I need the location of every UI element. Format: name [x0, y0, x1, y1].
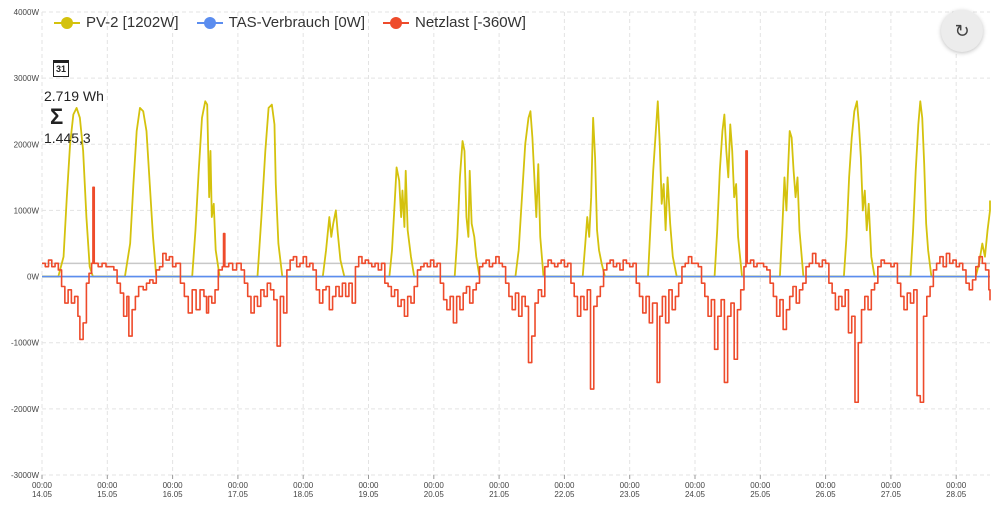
- y-tick-label: 2000W: [14, 140, 40, 149]
- legend-label-pv: PV-2 [1202W]: [86, 14, 179, 31]
- x-tick-label-time: 00:00: [163, 481, 184, 490]
- legend-label-tas: TAS-Verbrauch [0W]: [228, 14, 365, 31]
- y-tick-label: 1000W: [14, 206, 40, 215]
- x-tick-label-time: 00:00: [293, 481, 314, 490]
- x-tick-label-time: 00:00: [97, 481, 118, 490]
- legend-item-pv[interactable]: PV-2 [1202W]: [54, 14, 179, 31]
- x-tick-label-date: 16.05: [163, 490, 184, 499]
- x-tick-label-time: 00:00: [228, 481, 249, 490]
- x-tick-label-time: 00:00: [489, 481, 510, 490]
- y-tick-label: -1000W: [11, 339, 39, 348]
- x-tick-label-date: 18.05: [293, 490, 314, 499]
- x-tick-label-date: 23.05: [620, 490, 641, 499]
- legend-item-netz[interactable]: Netzlast [-360W]: [383, 14, 526, 31]
- x-tick-label-date: 17.05: [228, 490, 249, 499]
- x-tick-label-date: 14.05: [32, 490, 53, 499]
- x-tick-label-time: 00:00: [816, 481, 837, 490]
- y-tick-label: 0W: [27, 273, 39, 282]
- x-tick-label-date: 26.05: [816, 490, 837, 499]
- x-tick-label-time: 00:00: [881, 481, 902, 490]
- calendar-icon[interactable]: 31: [53, 60, 69, 77]
- y-tick-label: 4000W: [14, 8, 40, 17]
- series-layer: [42, 100, 991, 404]
- series-line-netz: [42, 150, 991, 404]
- y-axis-ticks: 4000W 3000W 2000W 1000W 0W -1000W -2000W -3000W: [11, 8, 39, 480]
- x-tick-label-time: 00:00: [554, 481, 575, 490]
- refresh-icon: ↻: [954, 20, 970, 41]
- energy-value: 2.719 Wh: [44, 88, 104, 104]
- x-tick-label-date: 27.05: [881, 490, 902, 499]
- x-tick-label-time: 00:00: [424, 481, 445, 490]
- refresh-button[interactable]: ↻: [941, 10, 983, 52]
- y-tick-label: 3000W: [14, 74, 40, 83]
- x-tick-label-date: 24.05: [685, 490, 706, 499]
- legend-item-tas[interactable]: TAS-Verbrauch [0W]: [196, 14, 365, 31]
- x-tick-label-time: 00:00: [32, 481, 53, 490]
- grid-lines: [41, 11, 990, 479]
- x-tick-label-time: 00:00: [750, 481, 771, 490]
- legend-label-netz: Netzlast [-360W]: [415, 14, 526, 31]
- y-tick-label: -2000W: [11, 405, 39, 414]
- x-tick-label-date: 22.05: [554, 490, 575, 499]
- x-tick-label-time: 00:00: [358, 481, 379, 490]
- x-tick-label-date: 15.05: [97, 490, 118, 499]
- x-tick-label-date: 21.05: [489, 490, 510, 499]
- netz-legend-marker: [383, 16, 409, 29]
- x-tick-label-time: 00:00: [946, 481, 967, 490]
- legend: PV-2 [1202W] TAS-Verbrauch [0W] Netzlast…: [54, 14, 526, 31]
- x-tick-label-time: 00:00: [685, 481, 706, 490]
- series-line-pv: [42, 100, 991, 278]
- x-axis-ticks: 00:0014.0500:0015.0500:0016.0500:0017.05…: [32, 481, 967, 499]
- sum-icon[interactable]: Σ: [50, 104, 64, 129]
- y-tick-label: -3000W: [11, 471, 39, 480]
- tas-legend-marker: [196, 16, 223, 29]
- pv-legend-marker: [54, 16, 80, 29]
- x-tick-label-time: 00:00: [620, 481, 641, 490]
- x-tick-label-date: 28.05: [946, 490, 967, 499]
- x-tick-label-date: 19.05: [358, 490, 379, 499]
- energy-summary: 31 2.719 Wh Σ 1.445,3: [44, 60, 104, 146]
- sum-value: 1.445,3: [44, 130, 91, 146]
- x-tick-label-date: 25.05: [750, 490, 771, 499]
- x-tick-label-date: 20.05: [424, 490, 445, 499]
